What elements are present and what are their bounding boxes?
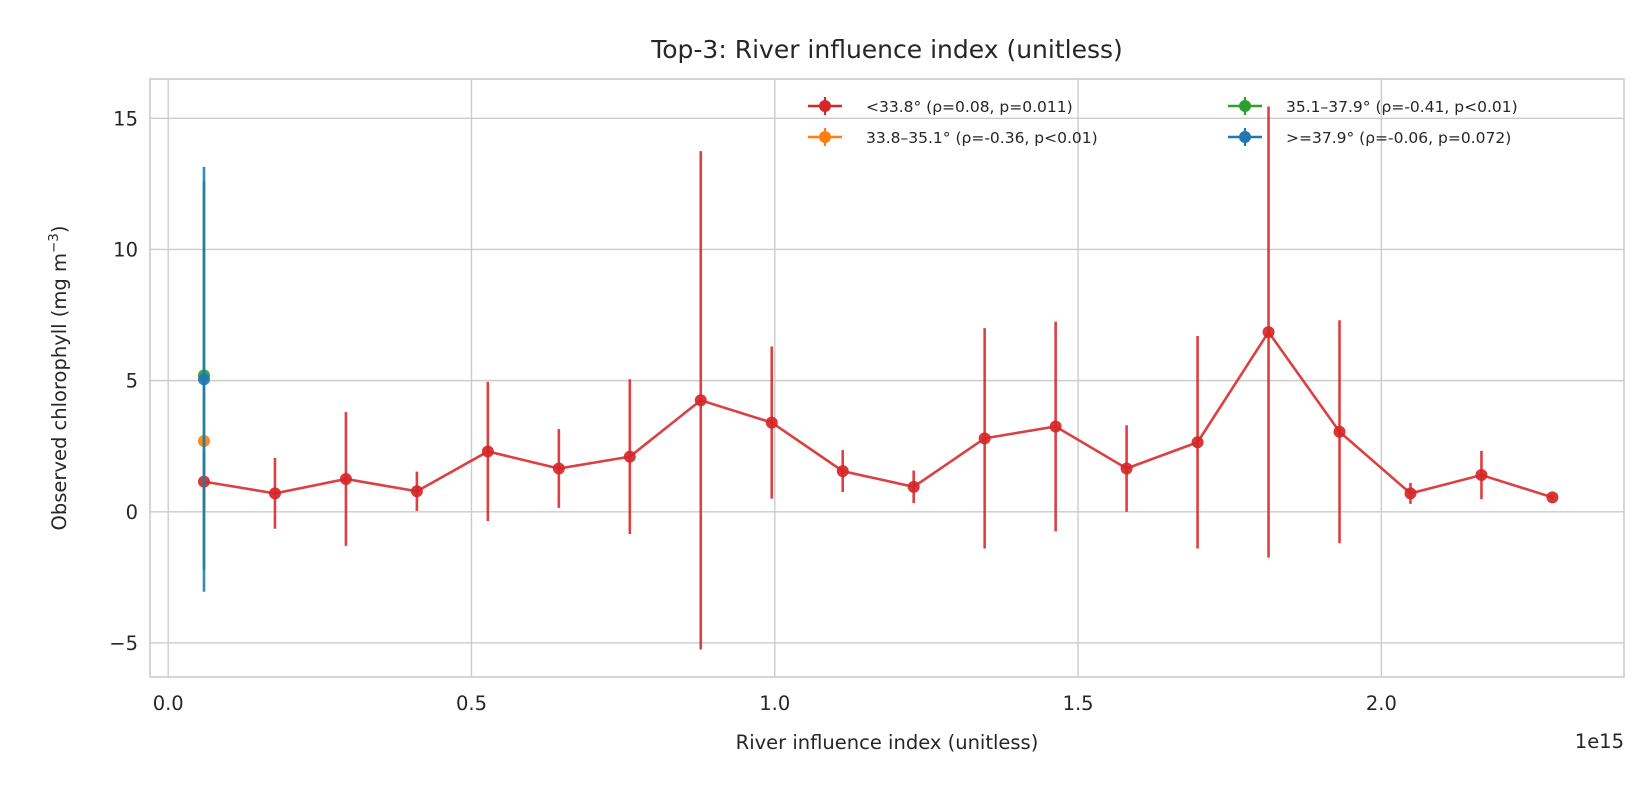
legend-item-1: 33.8–35.1° (ρ=-0.36, p<0.01) bbox=[808, 128, 1098, 147]
data-point bbox=[1262, 326, 1275, 339]
x-tick-label: 2.0 bbox=[1366, 692, 1397, 715]
legend-label: <33.8° (ρ=0.08, p=0.011) bbox=[866, 98, 1073, 116]
x-offset-label: 1e15 bbox=[1575, 730, 1624, 753]
y-axis-label-close: ) bbox=[48, 226, 71, 234]
legend-swatch-marker bbox=[819, 100, 831, 112]
chart-title: Top-3: River influence index (unitless) bbox=[650, 35, 1123, 64]
x-tick-label: 0.0 bbox=[153, 692, 184, 715]
legend-item-3: >=37.9° (ρ=-0.06, p=0.072) bbox=[1228, 128, 1511, 147]
data-point bbox=[1404, 487, 1417, 500]
y-axis-label-main: Observed chlorophyll (mg m bbox=[48, 253, 71, 530]
data-point bbox=[1191, 436, 1204, 449]
data-point bbox=[1475, 469, 1488, 482]
data-point bbox=[978, 432, 991, 445]
y-axis-label-superscript: −3 bbox=[46, 233, 62, 253]
data-point bbox=[765, 416, 778, 429]
x-axis-label: River influence index (unitless) bbox=[736, 731, 1039, 754]
data-point bbox=[1546, 491, 1559, 504]
y-tick-label: 5 bbox=[126, 370, 138, 393]
data-point bbox=[410, 485, 423, 498]
y-tick-label: −5 bbox=[109, 632, 138, 655]
ticks-layer: 0.0 0.5 1.0 1.5 2.0 −5 0 5 10 15 bbox=[109, 107, 1397, 715]
legend-item-2: 35.1–37.9° (ρ=-0.41, p<0.01) bbox=[1228, 97, 1518, 116]
x-tick-label: 0.5 bbox=[456, 692, 487, 715]
data-point bbox=[197, 373, 210, 386]
x-tick-label: 1.5 bbox=[1063, 692, 1094, 715]
data-point bbox=[1049, 420, 1062, 433]
legend-swatch-marker bbox=[1239, 100, 1251, 112]
legend-swatch-marker bbox=[1239, 131, 1251, 143]
legend-label: >=37.9° (ρ=-0.06, p=0.072) bbox=[1286, 129, 1511, 147]
plot-frame bbox=[149, 78, 1625, 678]
data-point bbox=[836, 465, 849, 478]
legend: <33.8° (ρ=0.08, p=0.011) 33.8–35.1° (ρ=-0… bbox=[808, 97, 1518, 147]
y-tick-label: 15 bbox=[113, 107, 138, 130]
data-point bbox=[481, 445, 494, 458]
data-point bbox=[552, 462, 565, 475]
data-point bbox=[339, 472, 352, 485]
data-point bbox=[623, 450, 636, 463]
data-point bbox=[1120, 462, 1133, 475]
series-3 bbox=[197, 166, 210, 592]
x-tick-label: 1.0 bbox=[759, 692, 790, 715]
y-tick-label: 0 bbox=[126, 501, 138, 524]
legend-label: 35.1–37.9° (ρ=-0.41, p<0.01) bbox=[1286, 98, 1518, 116]
legend-swatch-marker bbox=[819, 131, 831, 143]
y-tick-label: 10 bbox=[113, 238, 138, 261]
series-0 bbox=[197, 106, 1559, 650]
legend-item-0: <33.8° (ρ=0.08, p=0.011) bbox=[808, 97, 1073, 116]
grid-layer bbox=[150, 79, 1624, 677]
series-layer bbox=[197, 106, 1559, 650]
data-point bbox=[268, 487, 281, 500]
data-point bbox=[694, 394, 707, 407]
data-point bbox=[1333, 425, 1346, 438]
legend-label: 33.8–35.1° (ρ=-0.36, p<0.01) bbox=[866, 129, 1098, 147]
data-point bbox=[907, 480, 920, 493]
series-line bbox=[203, 329, 1553, 499]
y-axis-label: Observed chlorophyll (mg m−3) bbox=[46, 226, 71, 531]
